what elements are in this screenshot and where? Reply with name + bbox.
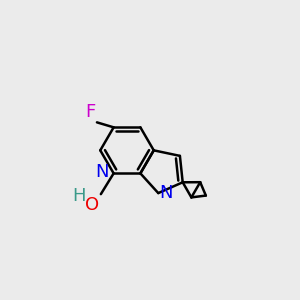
- Text: N: N: [95, 163, 109, 181]
- Text: N: N: [159, 184, 173, 202]
- Text: H: H: [72, 188, 86, 206]
- Text: O: O: [85, 196, 99, 214]
- Text: F: F: [85, 103, 95, 121]
